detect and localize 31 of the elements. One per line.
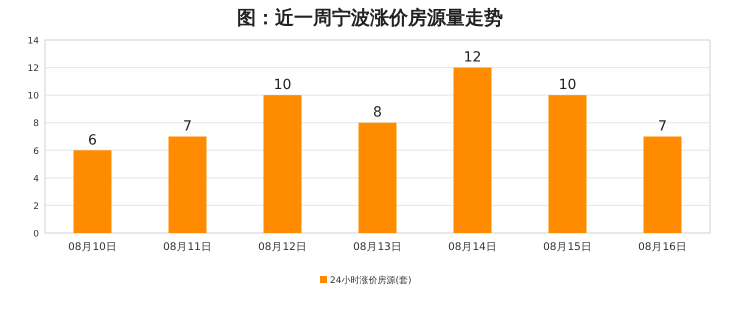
legend-label: 24小时涨价房源(套) [330, 275, 412, 286]
x-tick-label: 08月12日 [258, 241, 307, 253]
bar [548, 95, 586, 233]
x-tick-label: 08月16日 [638, 241, 687, 253]
bar [644, 136, 682, 233]
x-tick-label: 08月11日 [163, 241, 212, 253]
y-tick-label: 12 [28, 64, 39, 74]
x-tick-label: 08月15日 [543, 241, 592, 253]
x-tick-label: 08月10日 [68, 241, 117, 253]
y-tick-label: 10 [28, 92, 40, 102]
data-label: 6 [88, 132, 98, 148]
data-label: 7 [658, 118, 667, 134]
data-label: 12 [464, 50, 482, 66]
y-tick-label: 8 [33, 119, 40, 130]
bar [168, 136, 206, 233]
y-tick-label: 4 [33, 174, 40, 184]
data-label: 7 [183, 118, 192, 134]
y-tick-label: 14 [28, 36, 40, 46]
chart-title: 图：近一周宁波涨价房源量走势 [237, 7, 503, 29]
data-label: 10 [274, 77, 292, 94]
data-label: 10 [558, 77, 576, 94]
x-tick-label: 08月13日 [353, 241, 402, 253]
bar [358, 122, 396, 233]
data-label: 8 [373, 104, 382, 121]
x-tick-label: 08月14日 [448, 241, 497, 253]
bar [74, 150, 112, 233]
bar [454, 68, 492, 233]
bar [264, 95, 302, 233]
y-tick-label: 0 [33, 230, 40, 240]
y-tick-label: 6 [33, 146, 40, 157]
y-tick-label: 2 [33, 202, 39, 212]
